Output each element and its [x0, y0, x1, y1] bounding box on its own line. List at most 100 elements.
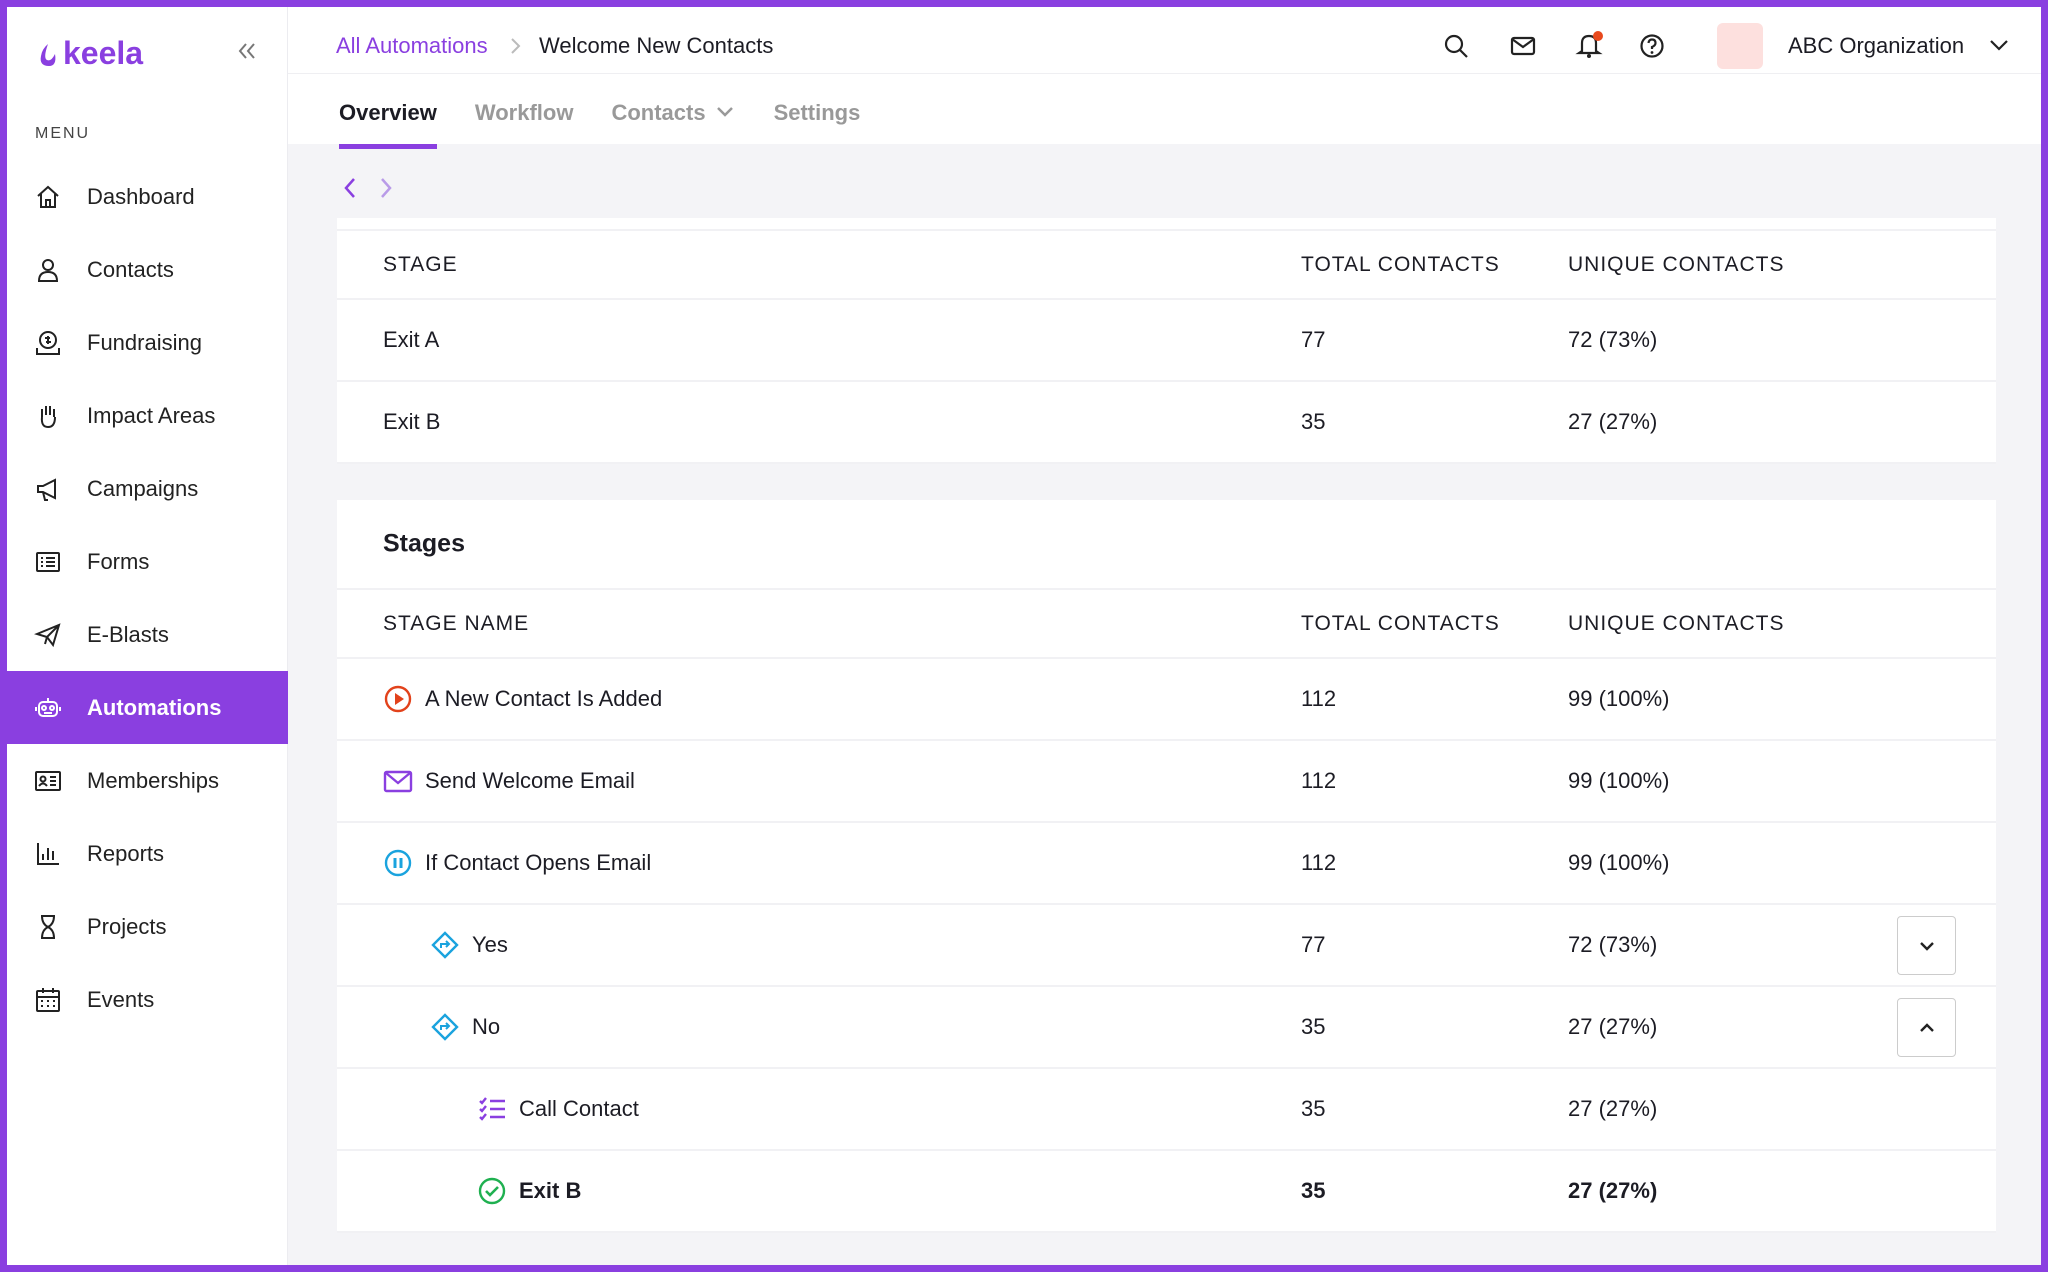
logo-text: keela: [63, 35, 144, 71]
table-cell: 112: [1301, 686, 1336, 712]
nav-item[interactable]: Automations: [7, 671, 288, 744]
nav-item[interactable]: Forms: [7, 525, 288, 598]
pager: [340, 175, 396, 201]
table-cell: 99 (100%): [1568, 768, 1670, 794]
breadcrumb-current: Welcome New Contacts: [539, 33, 774, 58]
stage-icon: [478, 1177, 506, 1205]
cell-text: 77: [1301, 327, 1326, 352]
table-cell: 77: [1301, 932, 1325, 958]
toggle-icon: [1919, 941, 1934, 951]
column-header: STAGE: [383, 252, 458, 276]
nav-item[interactable]: Projects: [7, 890, 288, 963]
cell-text: 112: [1301, 768, 1337, 793]
nav-label: Forms: [87, 548, 150, 574]
toggle-icon: [1919, 1022, 1934, 1032]
tab-label: Contacts: [611, 100, 706, 125]
cell-text: Exit A: [383, 327, 440, 352]
table-cell: 99 (100%): [1568, 686, 1670, 712]
table-cell: 27 (27%): [1568, 1178, 1657, 1204]
nav-item[interactable]: Contacts: [7, 233, 288, 306]
cell-text: No: [472, 1014, 501, 1039]
tab-label: Workflow: [474, 100, 574, 125]
nav-item[interactable]: E-Blasts: [7, 598, 288, 671]
cell-text: 77: [1301, 932, 1326, 957]
nav-icon: [40, 405, 56, 428]
nav-icon: [36, 551, 60, 572]
nav-icon: [36, 987, 60, 1012]
top-bar: All Automations Welcome New Contacts ABC…: [288, 7, 2041, 149]
tab[interactable]: Workflow: [475, 100, 574, 149]
cell-text: 27 (27%): [1568, 1014, 1658, 1039]
nav-icon: [34, 622, 61, 647]
nav-label: Impact Areas: [87, 402, 216, 428]
table-row: Exit B 35 27 (27%): [337, 1151, 1996, 1233]
tab[interactable]: Settings: [774, 100, 861, 149]
table-row: Exit B 35 27 (27%): [337, 382, 1996, 464]
table-row: If Contact Opens Email 112 99 (100%): [337, 823, 1996, 905]
table-header: STAGE NAME TOTAL CONTACTS UNIQUE CONTACTS: [337, 590, 1996, 659]
nav-label: Fundraising: [87, 329, 202, 355]
cell-text: 99 (100%): [1568, 768, 1670, 793]
card-top: [337, 218, 1996, 231]
organization-name[interactable]: ABC Organization: [1788, 33, 1965, 58]
cell-text: Yes: [472, 932, 508, 957]
cell-text: 27 (27%): [1568, 1178, 1658, 1203]
nav-label: E-Blasts: [87, 621, 169, 647]
nav-item[interactable]: Reports: [7, 817, 288, 890]
collapse-button[interactable]: [237, 41, 257, 61]
column-header: UNIQUE CONTACTS: [1568, 611, 1785, 635]
cell-text: 99 (100%): [1568, 850, 1670, 875]
organization-dropdown[interactable]: [1988, 37, 2010, 53]
nav-label: Contacts: [87, 256, 174, 282]
table-cell: No: [430, 1012, 500, 1042]
nav-item[interactable]: Fundraising: [7, 306, 288, 379]
toggle-button[interactable]: [1897, 998, 1956, 1057]
nav-label: Reports: [87, 840, 165, 866]
table-cell: 27 (27%): [1568, 409, 1657, 435]
nav-item[interactable]: Dashboard: [7, 160, 288, 233]
table-row: A New Contact Is Added 112 99 (100%): [337, 659, 1996, 741]
avatar[interactable]: [1717, 23, 1763, 69]
search-icon[interactable]: [1443, 33, 1469, 59]
toggle-button[interactable]: [1897, 916, 1956, 975]
nav-item[interactable]: Campaigns: [7, 452, 288, 525]
table-cell: 35: [1301, 409, 1325, 435]
prev-button[interactable]: [340, 175, 360, 201]
nav-icon: [35, 770, 61, 791]
cell-text: Call Contact: [519, 1096, 639, 1121]
table-cell: 77: [1301, 327, 1325, 353]
logo[interactable]: keela: [37, 35, 143, 72]
nav-item[interactable]: Events: [7, 963, 288, 1036]
table-row: Exit A 77 72 (73%): [337, 300, 1996, 382]
nav-icon: [37, 477, 56, 501]
table-cell: Send Welcome Email: [383, 766, 635, 796]
tab[interactable]: Contacts: [611, 100, 735, 149]
stage-icon: [431, 1013, 459, 1041]
cell-text: 27 (27%): [1568, 409, 1658, 434]
tab[interactable]: Overview: [339, 100, 437, 149]
column-header: STAGE NAME: [383, 611, 530, 635]
table-cell: 27 (27%): [1568, 1014, 1657, 1040]
table-header: STAGE TOTAL CONTACTS UNIQUE CONTACTS: [337, 231, 1996, 300]
mail-icon[interactable]: [1510, 33, 1536, 59]
nav-item[interactable]: Memberships: [7, 744, 288, 817]
table-cell: 112: [1301, 850, 1336, 876]
nav-label: Automations: [87, 694, 222, 720]
cell-text: 27 (27%): [1568, 1096, 1658, 1121]
nav-icon: [41, 914, 55, 939]
breadcrumb-link[interactable]: All Automations: [336, 33, 488, 58]
cell-text: 35: [1301, 1014, 1326, 1039]
nav-item[interactable]: Impact Areas: [7, 379, 288, 452]
help-icon[interactable]: [1639, 33, 1665, 59]
table-cell: Yes: [430, 930, 508, 960]
notification-icon[interactable]: [1575, 29, 1605, 59]
column-header: TOTAL CONTACTS: [1301, 611, 1500, 635]
stage-icon: [383, 770, 413, 793]
tab-label: Settings: [773, 100, 861, 125]
table-cell: Exit A: [383, 327, 439, 353]
cell-text: 72 (73%): [1568, 932, 1658, 957]
table-cell: 72 (73%): [1568, 327, 1657, 353]
table-cell: Exit B: [383, 409, 440, 435]
next-button[interactable]: [376, 175, 396, 201]
